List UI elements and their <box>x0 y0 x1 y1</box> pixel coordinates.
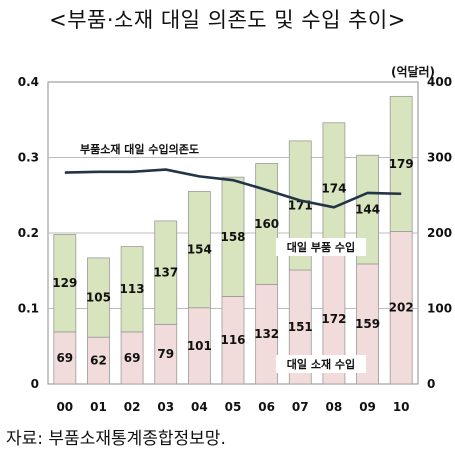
data-label-materials: 172 <box>321 312 346 326</box>
line-dependency-ratio <box>64 168 402 209</box>
data-label-parts: 144 <box>355 203 380 217</box>
data-label-parts: 174 <box>321 181 346 195</box>
x-tick-label: 00 <box>56 400 73 414</box>
bar-parts <box>255 163 279 285</box>
data-label-parts: 137 <box>153 266 178 280</box>
data-label-parts: 154 <box>187 243 212 257</box>
data-label-parts: 105 <box>86 291 111 305</box>
y-left-tick-label: 0 <box>31 377 39 391</box>
data-label-materials: 132 <box>254 327 279 341</box>
data-label-materials: 151 <box>288 320 313 334</box>
y-left-tick-label: 0.4 <box>18 75 39 89</box>
data-label-parts: 158 <box>220 230 245 244</box>
data-label-materials: 69 <box>56 351 73 365</box>
data-label-materials: 202 <box>389 301 414 315</box>
data-label-materials: 62 <box>90 354 107 368</box>
chart-title: <부품·소재 대일 의존도 및 수입 추이> <box>49 8 406 32</box>
x-tick-label: 03 <box>157 400 174 414</box>
y-right-tick-label: 0 <box>427 377 435 391</box>
data-label-materials: 101 <box>187 339 212 353</box>
x-tick-label: 08 <box>326 400 343 414</box>
x-tick-label: 02 <box>124 400 141 414</box>
bar-parts <box>288 140 312 271</box>
series-label-materials: 대일 소재 수입 <box>287 357 355 371</box>
data-label-parts: 113 <box>120 282 145 296</box>
bar-parts <box>87 257 110 338</box>
x-tick-label: 01 <box>90 400 107 414</box>
x-tick-label: 04 <box>191 400 208 414</box>
data-label-materials: 79 <box>157 347 174 361</box>
x-tick-label: 07 <box>292 400 309 414</box>
data-label-materials: 69 <box>124 351 141 365</box>
data-label-parts: 179 <box>389 157 414 171</box>
bar-parts <box>53 234 77 333</box>
series-label-dependency-ratio: 부품소재 대일 수입의존도 <box>80 142 199 156</box>
y-right-tick-label: 300 <box>427 151 452 165</box>
x-tick-label: 06 <box>258 400 275 414</box>
bar-parts <box>221 176 245 297</box>
y-right-tick-label: 200 <box>427 226 452 240</box>
bar-parts <box>154 220 178 325</box>
bar-parts <box>356 154 379 265</box>
x-tick-label: 05 <box>225 400 242 414</box>
y-left-tick-label: 0.3 <box>18 151 39 165</box>
x-tick-label: 09 <box>359 400 376 414</box>
y-right-tick-label: 100 <box>427 302 452 316</box>
bar-parts <box>120 246 144 333</box>
y-right-tick-label: 400 <box>427 75 452 89</box>
y-left-tick-label: 0.1 <box>18 302 39 316</box>
y-right-unit-label: (억달러) <box>391 64 435 79</box>
bar-parts <box>187 191 211 309</box>
data-label-parts: 129 <box>52 276 77 290</box>
source-note: 자료: 부품소재통계종합정보망. <box>6 429 226 449</box>
data-label-materials: 159 <box>355 317 380 331</box>
bar-parts <box>389 95 413 232</box>
series-label-bg-materials <box>276 355 366 373</box>
x-tick-label: 10 <box>393 400 410 414</box>
data-label-materials: 116 <box>220 333 245 347</box>
series-label-bg-parts <box>276 238 366 256</box>
y-left-tick-label: 0.2 <box>18 226 39 240</box>
series-label-parts: 대일 부품 수입 <box>287 240 355 254</box>
data-label-parts: 160 <box>254 217 279 231</box>
